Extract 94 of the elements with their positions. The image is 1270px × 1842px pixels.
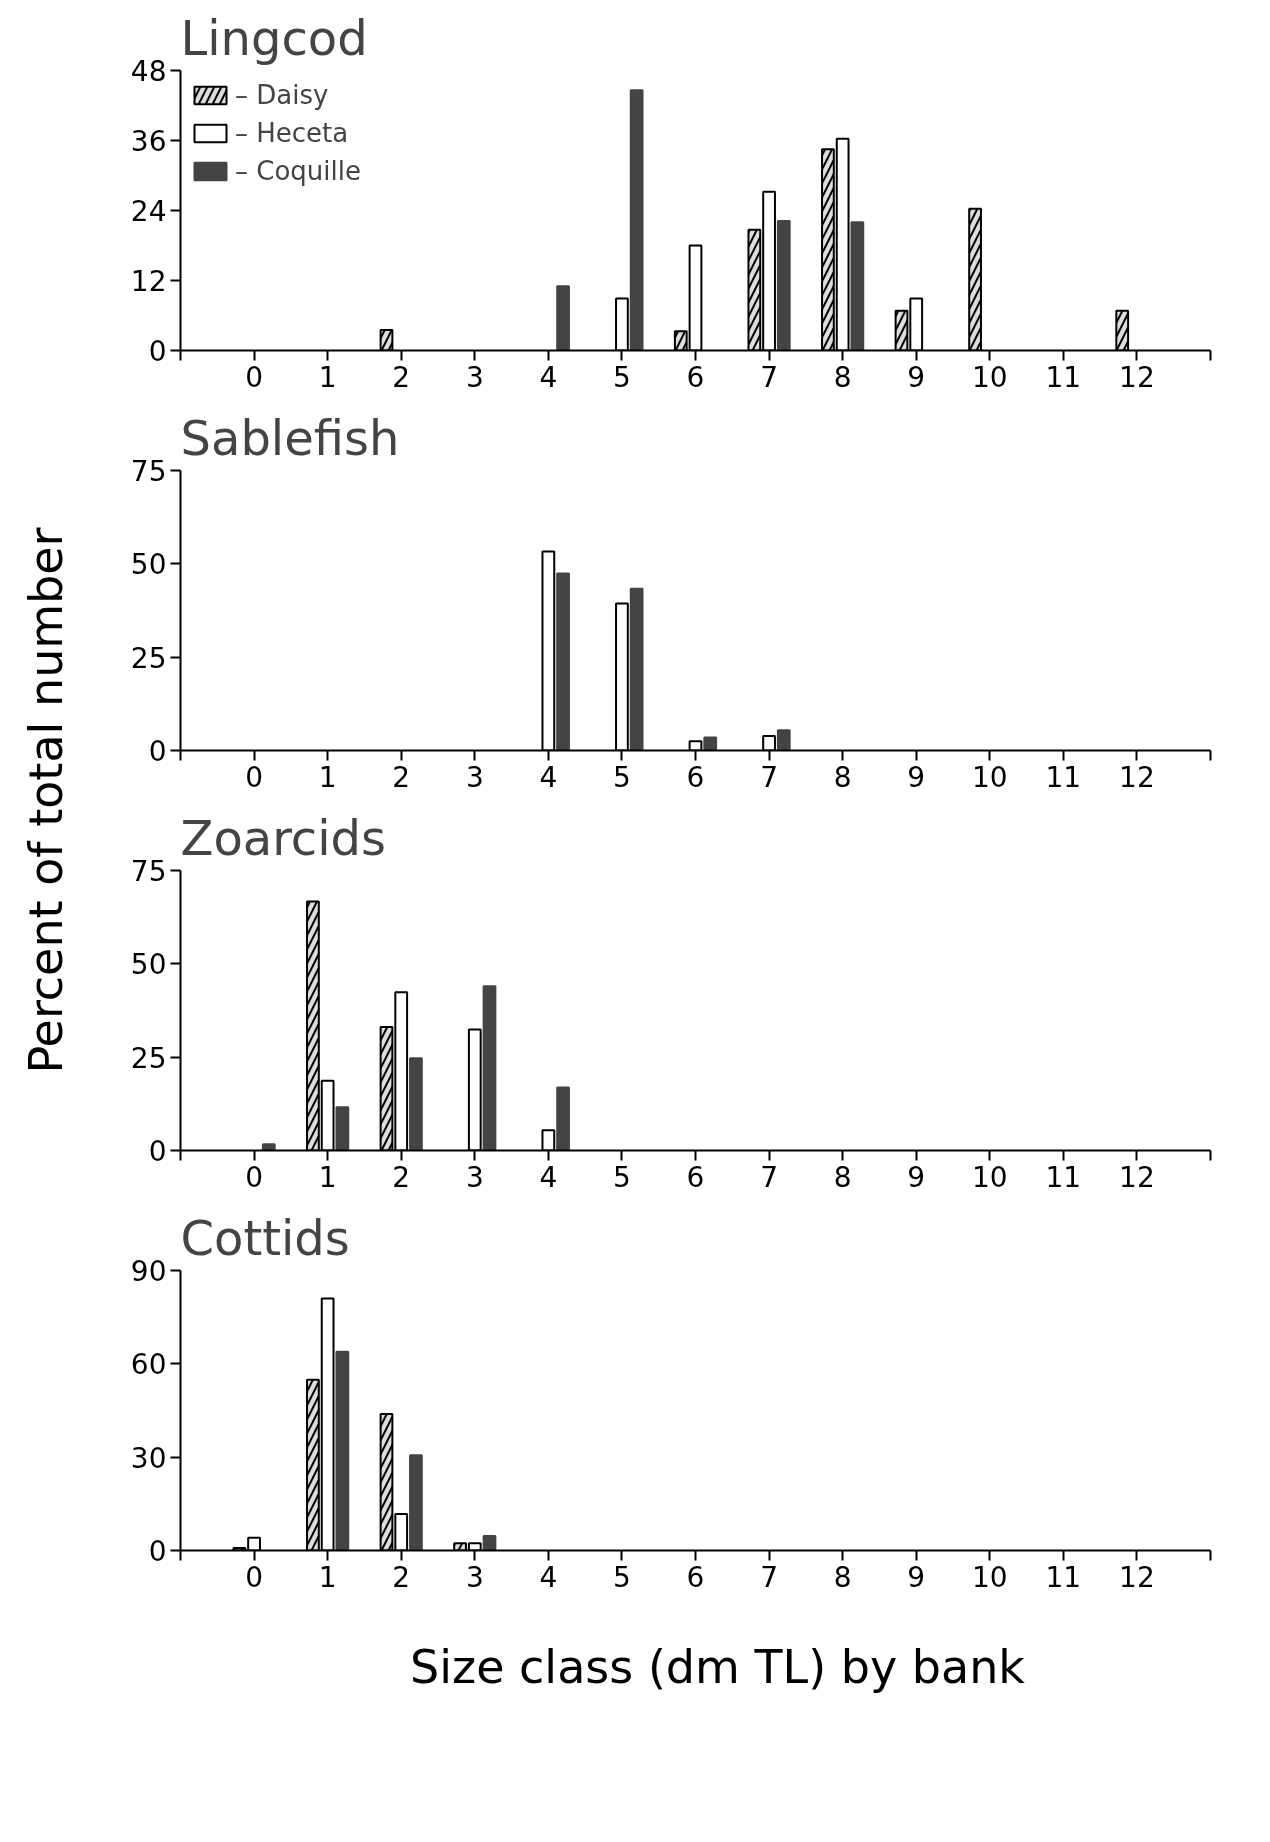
y-tick-label: 75 xyxy=(130,855,167,888)
x-tick-label: 4 xyxy=(539,1560,558,1594)
legend-label: – Coquille xyxy=(235,156,361,186)
y-tick-label: 0 xyxy=(148,1135,167,1168)
chart-title: Lingcod xyxy=(180,9,368,66)
bar xyxy=(335,1106,350,1151)
x-tick-label: 6 xyxy=(686,1560,705,1594)
y-tick-label: 12 xyxy=(130,265,167,298)
x-tick-label: 2 xyxy=(392,760,411,794)
bar xyxy=(409,1057,423,1151)
x-tick-label: 5 xyxy=(613,1560,631,1594)
x-tick-label: 6 xyxy=(686,1160,705,1194)
x-tick-label: 9 xyxy=(907,1560,926,1594)
x-tick-label: 9 xyxy=(907,360,926,394)
chart-title: Sablefish xyxy=(180,409,400,466)
x-tick-label: 4 xyxy=(539,760,558,794)
x-tick-label: 9 xyxy=(907,1160,926,1194)
x-tick-label: 10 xyxy=(971,360,1008,394)
bar xyxy=(703,736,718,751)
x-tick-label: 3 xyxy=(465,1160,484,1194)
x-tick-label: 10 xyxy=(971,760,1008,794)
x-tick-label: 11 xyxy=(1045,360,1082,394)
bar xyxy=(335,1350,350,1551)
x-tick-label: 2 xyxy=(392,360,411,394)
y-tick-label: 48 xyxy=(130,55,167,88)
x-tick-label: 12 xyxy=(1119,1560,1155,1594)
x-tick-label: 5 xyxy=(613,760,631,794)
bar xyxy=(629,587,644,751)
x-tick-label: 7 xyxy=(760,1160,778,1194)
bar xyxy=(776,729,791,751)
x-tick-label: 10 xyxy=(971,1160,1008,1194)
y-tick-label: 0 xyxy=(148,735,167,768)
y-tick-label: 30 xyxy=(130,1441,167,1475)
bar xyxy=(850,221,865,351)
y-axis-title: Percent of total number xyxy=(18,527,73,1074)
chart-title: Cottids xyxy=(180,1209,350,1266)
x-tick-label: 0 xyxy=(245,1160,263,1194)
x-tick-label: 0 xyxy=(245,760,263,794)
x-tick-label: 3 xyxy=(465,360,484,394)
x-tick-label: 6 xyxy=(686,760,705,794)
bar xyxy=(261,1143,276,1151)
y-tick-label: 75 xyxy=(130,455,167,488)
x-tick-label: 2 xyxy=(392,1560,411,1594)
x-tick-label: 11 xyxy=(1045,1160,1082,1194)
bar xyxy=(556,572,570,751)
bar xyxy=(629,89,644,351)
y-tick-label: 50 xyxy=(130,548,167,582)
bar xyxy=(776,220,791,351)
x-tick-label: 12 xyxy=(1119,360,1155,394)
x-tick-label: 9 xyxy=(907,760,926,794)
x-tick-label: 12 xyxy=(1119,1160,1155,1194)
x-tick-label: 10 xyxy=(971,1560,1008,1594)
x-tick-label: 7 xyxy=(760,1560,778,1594)
bar xyxy=(556,1086,570,1151)
x-tick-label: 8 xyxy=(833,360,852,394)
x-tick-label: 7 xyxy=(760,360,778,394)
x-tick-label: 12 xyxy=(1119,760,1155,794)
x-tick-label: 8 xyxy=(833,1160,852,1194)
bar xyxy=(556,285,570,351)
y-tick-label: 24 xyxy=(130,195,167,228)
x-tick-label: 1 xyxy=(318,1560,337,1594)
x-tick-label: 4 xyxy=(539,1160,558,1194)
x-tick-label: 3 xyxy=(465,1560,484,1594)
x-tick-label: 8 xyxy=(833,1560,852,1594)
y-tick-label: 36 xyxy=(130,125,167,158)
x-tick-label: 8 xyxy=(833,760,852,794)
y-tick-label: 0 xyxy=(148,335,167,368)
legend-label: – Heceta xyxy=(235,118,349,148)
x-tick-label: 1 xyxy=(318,1160,337,1194)
y-tick-label: 60 xyxy=(130,1348,167,1382)
legend-label: – Daisy xyxy=(235,80,329,110)
x-tick-label: 5 xyxy=(613,1160,631,1194)
x-tick-label: 0 xyxy=(245,1560,263,1594)
x-tick-label: 1 xyxy=(318,760,337,794)
x-tick-label: 4 xyxy=(539,360,558,394)
x-tick-label: 6 xyxy=(686,360,705,394)
x-tick-label: 1 xyxy=(318,360,337,394)
x-tick-label: 7 xyxy=(760,760,778,794)
bar xyxy=(482,1534,497,1551)
y-tick-label: 25 xyxy=(130,641,167,675)
y-tick-label: 50 xyxy=(130,948,167,982)
x-tick-label: 11 xyxy=(1045,1560,1082,1594)
bar xyxy=(409,1454,423,1551)
y-tick-label: 25 xyxy=(130,1041,167,1075)
x-tick-label: 2 xyxy=(392,1160,411,1194)
bar xyxy=(482,985,497,1151)
x-tick-label: 3 xyxy=(465,760,484,794)
x-axis-title: Size class (dm TL) by bank xyxy=(410,1639,1026,1694)
x-tick-label: 11 xyxy=(1045,760,1082,794)
x-tick-label: 5 xyxy=(613,360,631,394)
y-tick-label: 0 xyxy=(148,1535,167,1568)
x-tick-label: 0 xyxy=(245,360,263,394)
chart-title: Zoarcids xyxy=(180,809,387,866)
y-tick-label: 90 xyxy=(130,1255,167,1288)
